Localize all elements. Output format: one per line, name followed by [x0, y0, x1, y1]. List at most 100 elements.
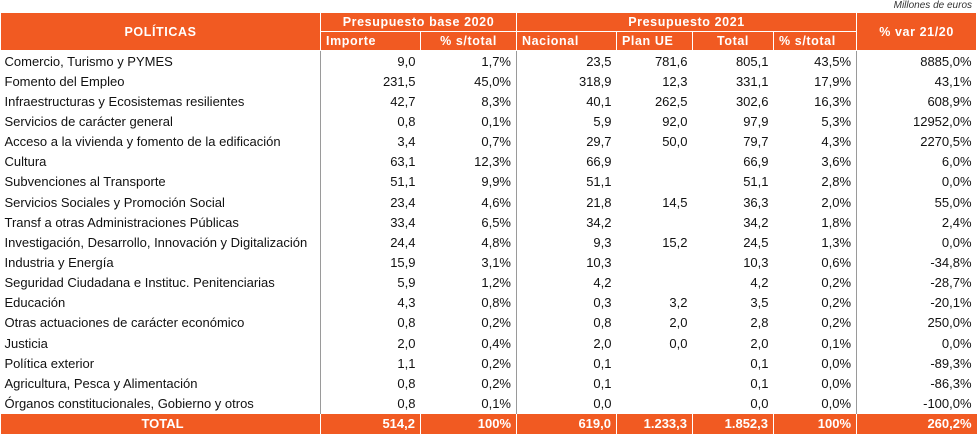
cell-var: 2,4% — [941, 214, 972, 230]
cell-politica: Otras actuaciones de carácter económico — [0, 312, 321, 333]
cell-politica: Seguridad Ciudadana e Instituc. Penitenc… — [0, 272, 321, 293]
cell-pct-2020: 0,2% — [420, 312, 517, 333]
cell-politica: Investigación, Desarrollo, Innovación y … — [0, 232, 321, 253]
cell-nacional: 9,3 — [593, 234, 612, 250]
cell-pct-2021: 43,5% — [773, 50, 858, 72]
table-row: Comercio, Turismo y PYMES 9,0 1,7% 23,5 781,… — [0, 50, 977, 72]
total-cell-pct-2021: 100% — [772, 413, 857, 434]
header-s-total-2021: % s/total — [772, 31, 858, 51]
budget-table: POLÍTICAS Presupuesto base 2020 Presupue… — [0, 12, 978, 434]
header-plan-ue: Plan UE — [616, 31, 693, 51]
cell-nacional: 318,9 — [578, 73, 612, 89]
cell-importe-2020: 0,8 — [397, 113, 416, 129]
cell-var: -28,7% — [930, 275, 972, 291]
cell-politica: Política exterior — [0, 353, 321, 374]
cell-importe-2020: 2,0 — [397, 335, 416, 351]
cell-nacional: 51,1 — [586, 174, 612, 190]
cell-importe-2020: 0,8 — [397, 315, 416, 331]
table-row: Agricultura, Pesca y Alimentación 0,8 0,2%… — [0, 373, 977, 394]
cell-pct-2020: 8,3% — [420, 91, 517, 112]
header-row-columns: Importe % s/total Nacional Plan UE Total… — [1, 31, 977, 51]
cell-pct-2021: 1,3% — [773, 232, 858, 253]
table-row: Transf a otras Administraciones Públicas… — [0, 212, 977, 233]
total-row: TOTAL 514,2 100% 619,0 1.233,3 1.852,3 100% 260… — [0, 413, 977, 434]
cell-politica: Cultura — [0, 151, 321, 172]
cell-var: 2270,5% — [920, 134, 972, 150]
cell-plan-ue — [617, 252, 693, 272]
cell-pct-2020: 0,1% — [420, 111, 517, 132]
cell-politica: Servicios de carácter general — [0, 111, 321, 132]
cell-pct-2021: 0,0% — [773, 393, 858, 414]
total-cell-importe-2020: 514,2 — [320, 413, 421, 434]
cell-importe-2020: 51,1 — [390, 174, 416, 190]
cell-total-2021: 0,1 — [750, 375, 769, 391]
cell-plan-ue: 92,0 — [662, 113, 688, 129]
cell-nacional: 2,0 — [593, 335, 612, 351]
cell-total-2021: 51,1 — [743, 174, 769, 190]
table-row: Política exterior 1,1 0,2% 0,1 0,1 0,0% -89,3% — [0, 353, 977, 374]
cell-importe-2020: 3,4 — [397, 134, 416, 150]
cell-plan-ue: 15,2 — [662, 234, 688, 250]
header-group-2020: Presupuesto base 2020 — [320, 12, 517, 32]
cell-politica: Transf a otras Administraciones Públicas — [0, 212, 321, 233]
cell-plan-ue — [617, 212, 693, 232]
cell-total-2021: 0,1 — [750, 355, 769, 371]
cell-pct-2020: 0,4% — [420, 332, 517, 354]
cell-politica: Subvenciones al Transporte — [0, 171, 321, 192]
cell-importe-2020: 42,7 — [390, 93, 416, 109]
cell-nacional: 34,2 — [586, 214, 612, 230]
cell-pct-2020: 12,3% — [420, 151, 517, 172]
cell-total-2021: 36,3 — [743, 194, 769, 210]
cell-pct-2021: 16,3% — [773, 91, 858, 112]
table-row: Órganos constitucionales, Gobierno y otr… — [0, 393, 977, 414]
header-total: Total — [692, 31, 774, 51]
cell-pct-2021: 2,8% — [773, 171, 858, 192]
cell-pct-2020: 0,7% — [420, 131, 517, 152]
table-row: Servicios de carácter general 0,8 0,1% 5,9 9… — [0, 111, 977, 132]
cell-plan-ue: 3,2 — [669, 295, 688, 311]
cell-nacional: 0,1 — [593, 375, 612, 391]
cell-var: 55,0% — [934, 194, 972, 210]
cell-pct-2020: 1,2% — [420, 272, 517, 293]
cell-importe-2020: 23,4 — [390, 194, 416, 210]
cell-politica: Industria y Energía — [0, 252, 321, 273]
cell-nacional: 29,7 — [586, 134, 612, 150]
cell-politica: Justicia — [0, 332, 321, 354]
cell-pct-2021: 0,0% — [773, 373, 858, 394]
cell-nacional: 0,0 — [593, 395, 612, 411]
cell-var: 608,9% — [927, 93, 972, 109]
cell-var: -86,3% — [930, 375, 972, 391]
cell-pct-2020: 1,7% — [420, 50, 517, 72]
cell-nacional: 4,2 — [593, 275, 612, 291]
cell-pct-2021: 0,2% — [773, 292, 858, 313]
cell-total-2021: 79,7 — [743, 134, 769, 150]
cell-pct-2021: 5,3% — [773, 111, 858, 132]
cell-total-2021: 805,1 — [735, 53, 769, 69]
cell-politica: Educación — [0, 292, 321, 313]
cell-pct-2020: 0,2% — [420, 353, 517, 374]
cell-plan-ue — [617, 152, 693, 172]
table-row: Justicia 2,0 0,4% 2,0 0,0 2,0 0,1% 0,0% — [0, 332, 977, 354]
total-cell-total-2021: 1.852,3 — [692, 413, 774, 434]
cell-plan-ue — [617, 172, 693, 192]
cell-var: 43,1% — [934, 73, 972, 89]
cell-plan-ue: 12,3 — [662, 73, 688, 89]
cell-plan-ue: 262,5 — [654, 93, 688, 109]
cell-nacional: 0,8 — [593, 315, 612, 331]
cell-var: -20,1% — [930, 295, 972, 311]
cell-total-2021: 24,5 — [743, 234, 769, 250]
cell-pct-2020: 0,2% — [420, 373, 517, 394]
cell-pct-2021: 1,8% — [773, 212, 858, 233]
cell-importe-2020: 1,1 — [397, 355, 416, 371]
header-row-groups: POLÍTICAS Presupuesto base 2020 Presupue… — [0, 12, 978, 51]
header-importe: Importe — [320, 31, 421, 51]
cell-plan-ue: 781,6 — [654, 53, 688, 69]
cell-var: 6,0% — [941, 154, 972, 170]
cell-politica: Fomento del Empleo — [0, 71, 321, 92]
table-row: Infraestructuras y Ecosistemas resilient… — [0, 91, 977, 112]
cell-pct-2020: 4,8% — [420, 232, 517, 253]
table-row: Cultura 63,1 12,3% 66,9 66,9 3,6% 6,0% — [0, 151, 977, 172]
header-nacional: Nacional — [516, 31, 617, 51]
header-var: % var 21/20 — [856, 12, 978, 51]
units-note: Millones de euros — [893, 0, 972, 11]
